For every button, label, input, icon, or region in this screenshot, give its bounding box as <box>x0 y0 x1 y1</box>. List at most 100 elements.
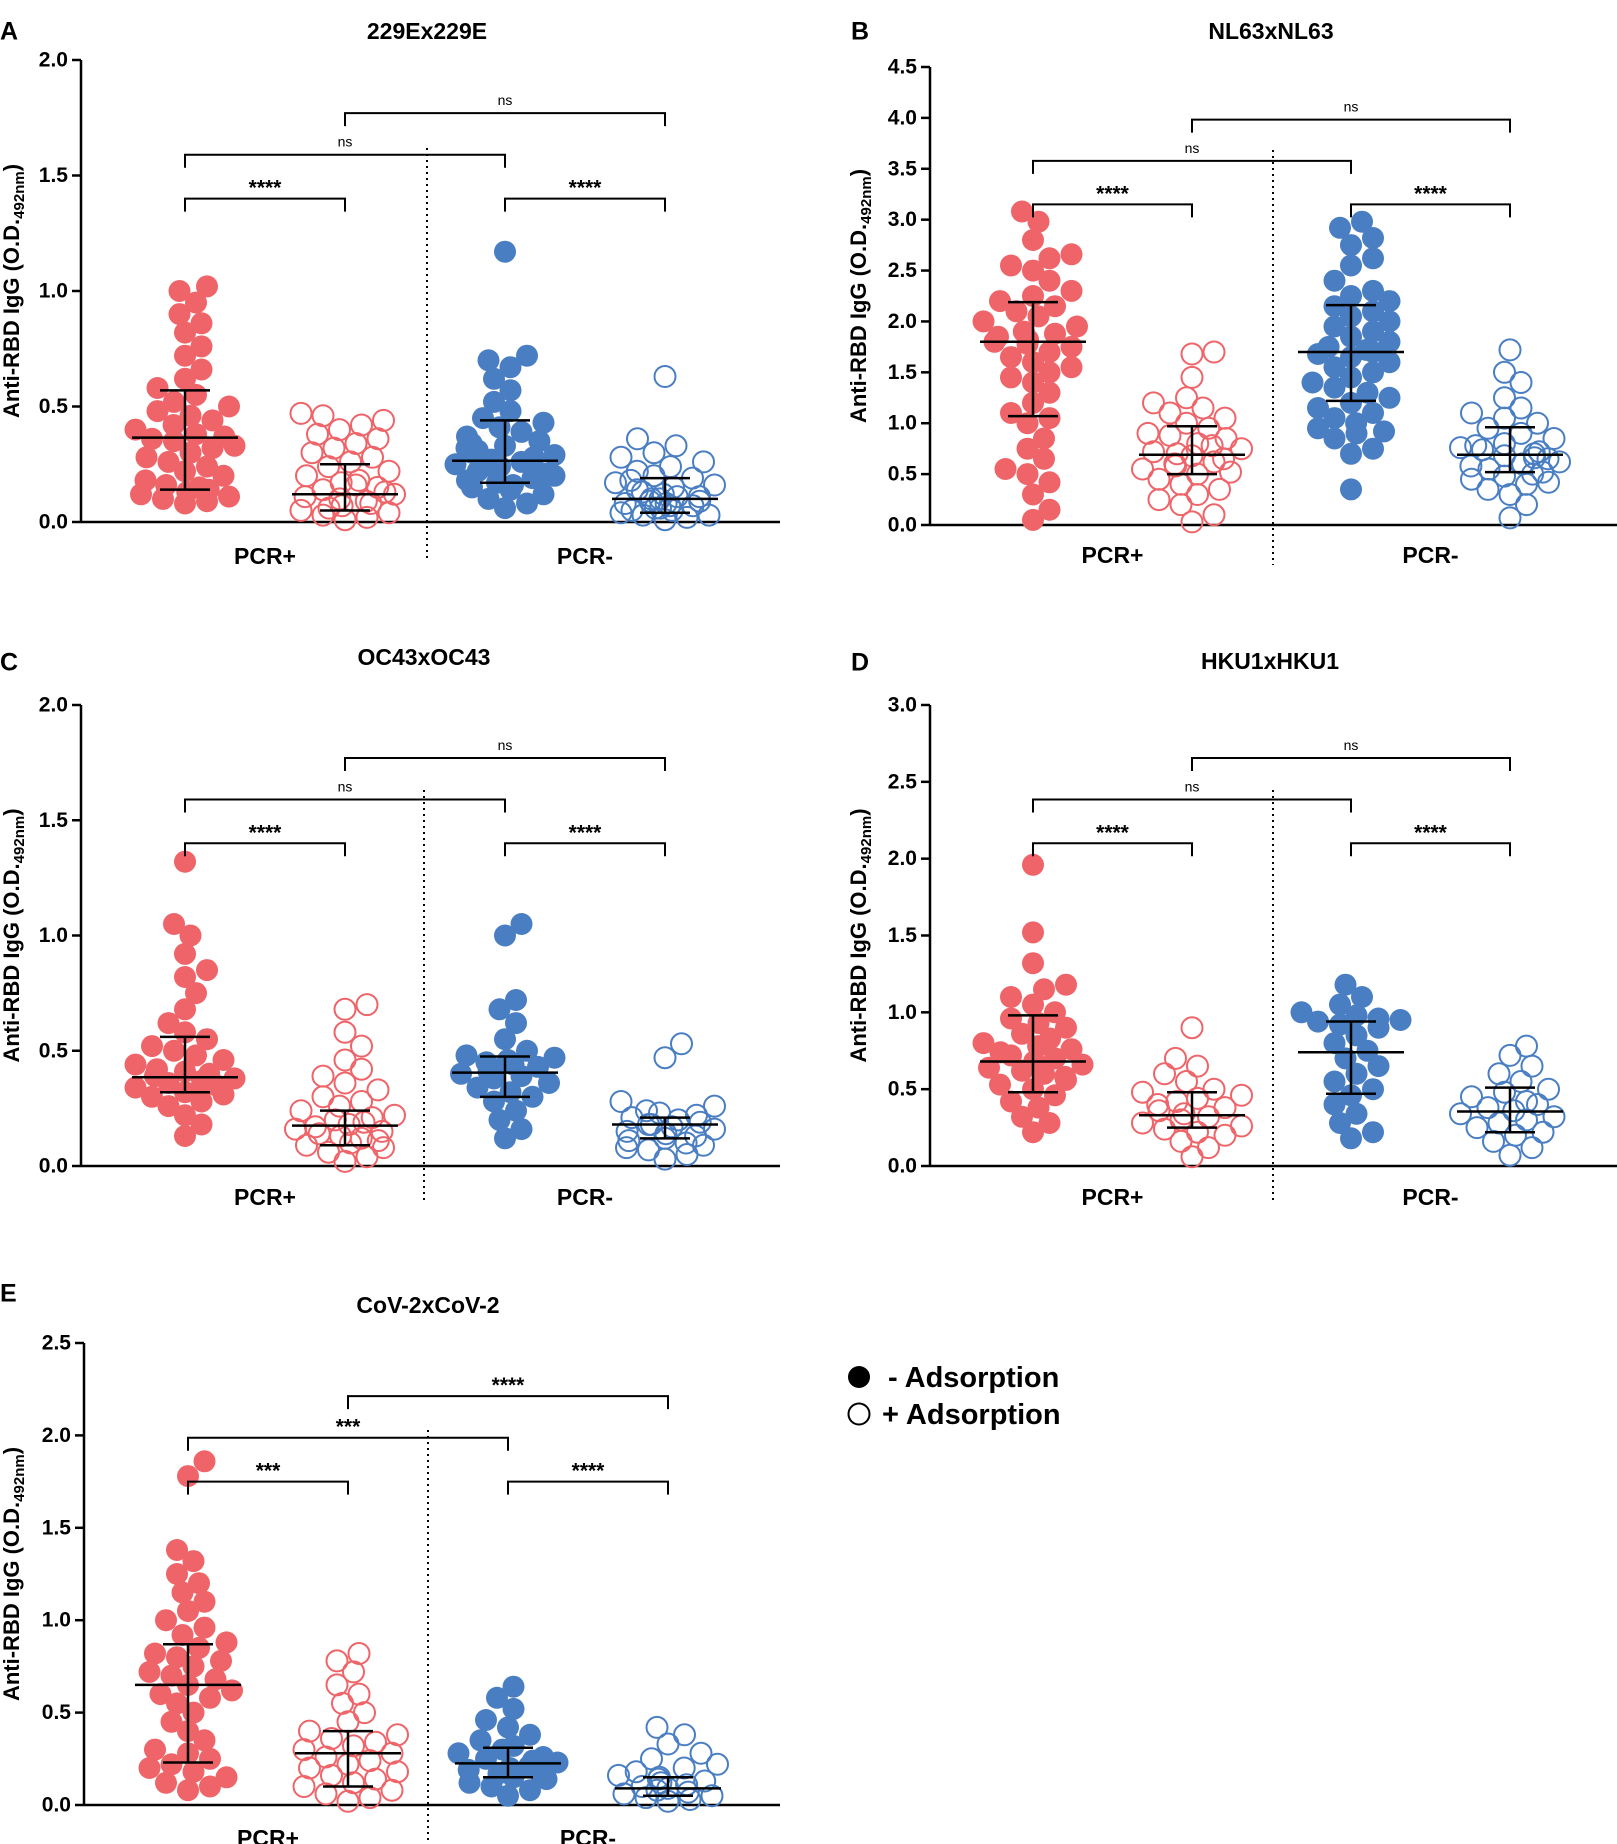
data-point <box>357 994 378 1015</box>
data-point <box>174 966 196 988</box>
data-point <box>611 447 632 468</box>
data-point <box>1011 201 1033 223</box>
data-point <box>1039 499 1061 521</box>
data-point <box>1307 397 1329 419</box>
data-point <box>313 405 334 426</box>
y-tick-label-b: 2.5 <box>888 259 918 282</box>
data-point <box>213 1049 235 1071</box>
data-point <box>135 469 157 491</box>
data-point <box>327 1650 348 1671</box>
data-point <box>1489 1113 1510 1134</box>
data-point <box>1538 1079 1559 1100</box>
data-point <box>511 913 533 935</box>
y-tick-label-b: 0.0 <box>888 514 917 537</box>
group-label-pcr-pos-e: PCR+ <box>237 1825 299 1844</box>
data-point <box>1324 270 1346 292</box>
data-point <box>1340 285 1362 307</box>
data-point <box>194 1591 216 1613</box>
data-point <box>611 1091 632 1112</box>
data-point <box>163 913 185 935</box>
y-tick-label-b: 1.0 <box>888 412 917 435</box>
data-point <box>1182 367 1203 388</box>
y-tick-label-b: 3.5 <box>888 157 918 180</box>
y-tick-label-b: 4.5 <box>888 56 918 79</box>
data-point <box>494 241 516 263</box>
significance-bracket <box>1033 800 1351 813</box>
data-point <box>155 1772 177 1794</box>
significance-bracket <box>1192 758 1510 771</box>
data-point <box>532 1746 554 1768</box>
data-point <box>1138 423 1159 444</box>
data-point <box>1039 471 1061 493</box>
data-point <box>666 435 687 456</box>
data-point <box>1061 243 1083 265</box>
data-point <box>1166 1091 1187 1112</box>
significance-label: *** <box>256 1460 281 1483</box>
y-axis-label-close: ) <box>0 1447 24 1454</box>
data-point <box>1000 1008 1022 1030</box>
y-tick-label-c: 0.0 <box>39 1155 68 1178</box>
data-point <box>299 1721 320 1742</box>
y-axis-label-close: ) <box>846 169 871 176</box>
data-point <box>196 275 218 297</box>
data-point <box>1000 986 1022 1008</box>
data-point <box>1367 1008 1389 1030</box>
significance-bracket <box>505 843 665 856</box>
figure: - Adsorption + Adsorption A 229Ex229E0.00… <box>0 0 1617 1844</box>
data-point <box>387 1724 408 1745</box>
y-tick-label-e: 2.5 <box>42 1332 72 1355</box>
data-point <box>1182 1017 1203 1038</box>
legend-label-plus-adsorption: + Adsorption <box>882 1399 1061 1431</box>
data-point <box>216 1766 238 1788</box>
data-point <box>1461 403 1482 424</box>
y-tick-label-b: 0.5 <box>888 463 918 486</box>
y-tick-label-e: 0.0 <box>42 1794 71 1817</box>
data-point <box>365 1732 386 1753</box>
significance-bracket <box>1192 120 1510 133</box>
data-point <box>973 1032 995 1054</box>
significance-bracket <box>188 1438 508 1451</box>
data-point <box>296 465 317 486</box>
data-point <box>163 1040 185 1062</box>
data-point <box>1055 974 1077 996</box>
data-point <box>519 1724 541 1746</box>
significance-bracket <box>505 199 665 212</box>
data-point <box>1204 504 1225 525</box>
panel-b: B NL63xNL630.00.51.01.52.02.53.03.54.04.5… <box>846 18 1617 568</box>
data-point <box>1461 1086 1482 1107</box>
significance-bracket <box>188 1482 348 1495</box>
data-point <box>1182 1146 1203 1167</box>
data-point <box>1022 921 1044 943</box>
data-point <box>1351 211 1373 233</box>
data-point <box>291 403 312 424</box>
panel-title-e: CoV-2xCoV-2 <box>356 1292 499 1318</box>
data-point <box>503 1676 525 1698</box>
data-point <box>1379 387 1401 409</box>
significance-bracket <box>1033 204 1192 217</box>
data-point <box>1204 342 1225 363</box>
significance-bracket <box>345 758 665 771</box>
data-point <box>1362 280 1384 302</box>
y-axis-label-main: Anti-RBD IgG (O.D. <box>0 219 24 418</box>
data-point <box>1544 428 1565 449</box>
y-axis-label-close: ) <box>0 164 24 171</box>
y-tick-label-b: 4.0 <box>888 106 917 129</box>
data-point <box>1346 1103 1368 1125</box>
panel-title-d: HKU1xHKU1 <box>1201 648 1339 674</box>
y-tick-label-c: 2.0 <box>39 694 68 717</box>
data-point <box>1340 255 1362 277</box>
data-point <box>691 1743 712 1764</box>
data-point <box>1500 339 1521 360</box>
data-point <box>1340 443 1362 465</box>
group-label-pcr-pos-a: PCR+ <box>234 543 296 569</box>
significance-label: **** <box>572 1460 606 1483</box>
data-point <box>158 451 180 473</box>
data-point <box>704 475 725 496</box>
data-point <box>1154 1063 1175 1084</box>
data-point <box>544 1047 566 1069</box>
significance-label: *** <box>336 1416 361 1439</box>
data-point <box>1362 1121 1384 1143</box>
data-point <box>169 280 191 302</box>
data-point <box>1516 1036 1537 1057</box>
data-point <box>1340 478 1362 500</box>
